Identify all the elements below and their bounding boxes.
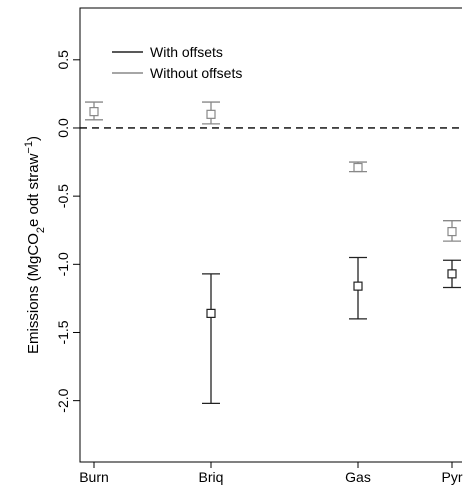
y-axis-title-part: ) xyxy=(25,136,42,141)
data-point-marker xyxy=(206,109,216,119)
y-tick-label: -0.5 xyxy=(55,184,71,208)
x-tick-label: Pyr xyxy=(442,469,463,485)
point-without-offsets-gas xyxy=(349,161,367,173)
data-point-marker xyxy=(89,107,99,117)
data-point-marker xyxy=(447,226,457,237)
x-tick-label: Burn xyxy=(79,469,109,485)
legend: With offsets Without offsets xyxy=(112,44,242,81)
point-without-offsets-pyr xyxy=(443,220,461,242)
y-axis-title-part: Emissions (MgCO xyxy=(25,233,42,354)
y-axis-title-part: 2 xyxy=(35,227,47,233)
point-with-offsets-pyr xyxy=(443,259,461,289)
point-without-offsets-briq xyxy=(202,101,220,125)
x-tick-label: Gas xyxy=(345,469,371,485)
y-tick-label: -1.5 xyxy=(55,320,71,344)
y-axis-title-part: e odt straw xyxy=(25,153,42,227)
y-axis-title-part: −1 xyxy=(23,141,35,154)
legend-label: Without offsets xyxy=(150,65,242,81)
data-point-marker xyxy=(447,269,457,279)
point-without-offsets-burn xyxy=(85,101,103,121)
plot-border xyxy=(79,7,462,463)
x-tick-label: Briq xyxy=(199,469,224,485)
y-tick-label: 0.0 xyxy=(55,118,71,138)
point-with-offsets-gas xyxy=(349,256,367,320)
y-axis-title: Emissions (MgCO2e odt straw−1) xyxy=(23,136,47,354)
legend-label: With offsets xyxy=(150,44,223,60)
data-point-marker xyxy=(353,162,363,173)
point-with-offsets-briq xyxy=(202,273,220,405)
data-point-marker xyxy=(353,281,363,291)
y-tick-label: 0.5 xyxy=(55,50,71,70)
y-tick-label: -2.0 xyxy=(55,388,71,412)
data-point-marker xyxy=(206,308,216,318)
y-tick-label: -1.0 xyxy=(55,252,71,276)
